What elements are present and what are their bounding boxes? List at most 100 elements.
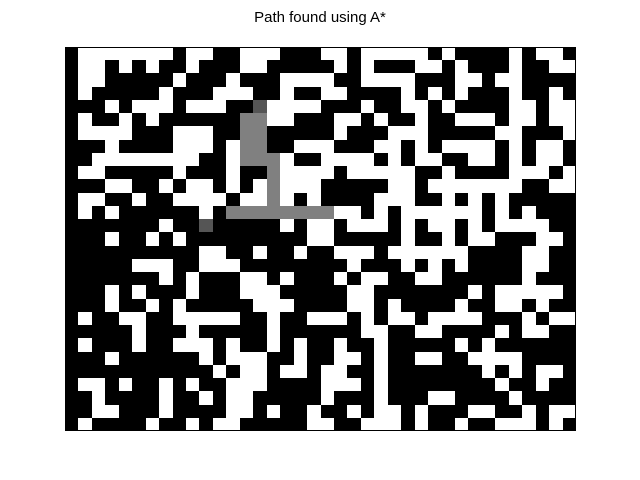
wall-cell (468, 418, 482, 431)
wall-cell (92, 113, 105, 126)
wall-cell (159, 140, 173, 153)
wall-cell (428, 113, 442, 126)
wall-cell (105, 365, 119, 378)
wall-cell (240, 232, 253, 246)
wall-cell (428, 100, 442, 113)
wall-cell (146, 338, 159, 352)
wall-cell (563, 232, 576, 246)
wall-cell (146, 179, 159, 193)
wall-cell (495, 312, 509, 325)
wall-cell (240, 338, 253, 352)
wall-cell (495, 113, 509, 126)
wall-cell (294, 87, 307, 100)
wall-cell (92, 140, 105, 153)
wall-cell (78, 352, 92, 365)
wall-cell (105, 378, 119, 391)
path-cell (253, 126, 267, 140)
wall-cell (334, 193, 347, 206)
wall-cell (146, 219, 159, 232)
wall-cell (92, 365, 105, 378)
wall-cell (267, 126, 280, 140)
wall-cell (92, 312, 105, 325)
wall-cell (442, 299, 455, 312)
wall-cell (65, 140, 78, 153)
wall-cell (536, 193, 549, 206)
wall-cell (105, 193, 119, 206)
wall-cell (132, 166, 146, 179)
wall-cell (294, 60, 307, 73)
wall-cell (213, 391, 226, 405)
wall-cell (146, 166, 159, 179)
wall-cell (482, 73, 495, 87)
wall-cell (495, 100, 509, 113)
wall-cell (442, 352, 455, 365)
wall-cell (199, 272, 213, 285)
wall-cell (388, 285, 401, 299)
wall-cell (132, 378, 146, 391)
wall-cell (347, 325, 361, 338)
wall-cell (536, 391, 549, 405)
wall-cell (307, 113, 321, 126)
wall-cell (536, 352, 549, 365)
wall-cell (294, 391, 307, 405)
wall-cell (374, 153, 388, 166)
wall-cell (280, 312, 294, 325)
wall-cell (361, 378, 374, 391)
wall-cell (294, 126, 307, 140)
wall-cell (173, 272, 186, 285)
wall-cell (294, 312, 307, 325)
wall-cell (78, 246, 92, 259)
wall-cell (119, 73, 132, 87)
wall-cell (347, 272, 361, 285)
wall-cell (199, 365, 213, 378)
wall-cell (334, 418, 347, 431)
wall-cell (442, 365, 455, 378)
wall-cell (199, 87, 213, 100)
wall-cell (173, 259, 186, 272)
wall-cell (522, 338, 536, 352)
wall-cell (468, 299, 482, 312)
wall-cell (213, 338, 226, 352)
wall-cell (213, 219, 226, 232)
wall-cell (563, 206, 576, 219)
wall-cell (549, 338, 563, 352)
wall-cell (173, 365, 186, 378)
wall-cell (536, 126, 549, 140)
wall-cell (442, 418, 455, 431)
wall-cell (401, 352, 415, 365)
wall-cell (199, 113, 213, 126)
wall-cell (334, 166, 347, 179)
wall-cell (159, 206, 173, 219)
wall-cell (173, 87, 186, 100)
wall-cell (442, 126, 455, 140)
wall-cell (442, 272, 455, 285)
wall-cell (307, 285, 321, 299)
wall-cell (132, 272, 146, 285)
wall-cell (146, 391, 159, 405)
wall-cell (146, 126, 159, 140)
wall-cell (347, 87, 361, 100)
wall-cell (119, 87, 132, 100)
wall-cell (495, 60, 509, 73)
wall-cell (173, 219, 186, 232)
wall-cell (307, 47, 321, 60)
wall-cell (105, 60, 119, 73)
wall-cell (253, 87, 267, 100)
wall-cell (549, 206, 563, 219)
wall-cell (428, 365, 442, 378)
wall-cell (253, 73, 267, 87)
wall-cell (374, 232, 388, 246)
wall-cell (159, 352, 173, 365)
wall-cell (482, 378, 495, 391)
wall-cell (105, 325, 119, 338)
occupancy-grid (65, 47, 576, 431)
wall-cell (388, 100, 401, 113)
wall-cell (280, 391, 294, 405)
wall-cell (267, 378, 280, 391)
wall-cell (294, 219, 307, 232)
wall-cell (563, 285, 576, 299)
wall-cell (280, 60, 294, 73)
wall-cell (226, 60, 240, 73)
wall-cell (78, 405, 92, 418)
wall-cell (213, 126, 226, 140)
